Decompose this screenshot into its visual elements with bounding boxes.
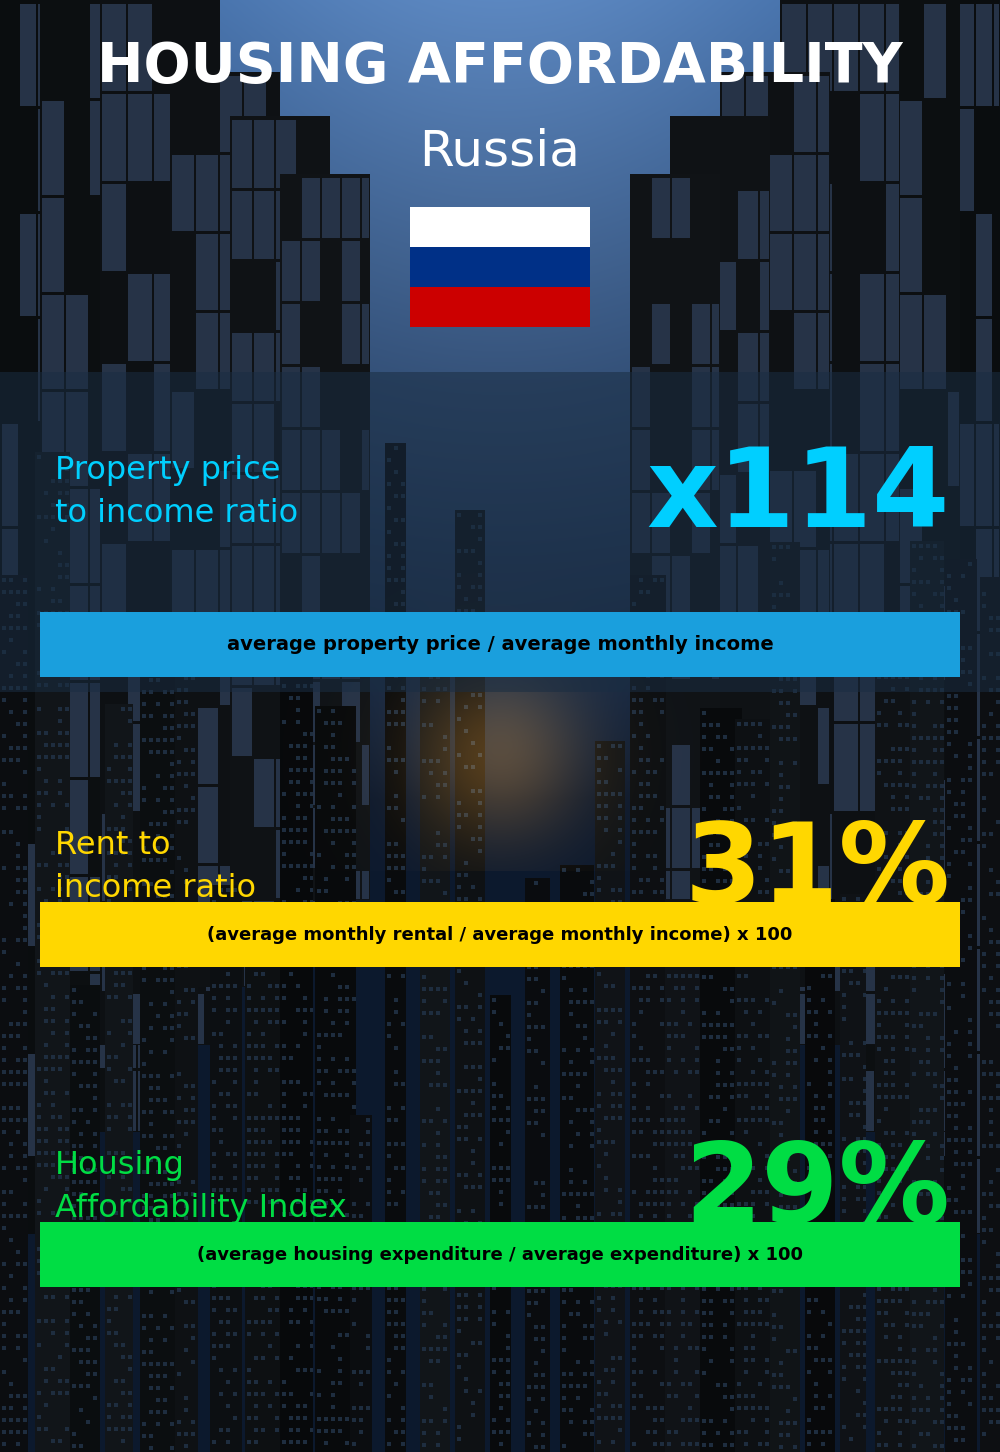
Text: 29%: 29%: [684, 1138, 950, 1246]
Text: HOUSING AFFORDABILITY: HOUSING AFFORDABILITY: [97, 41, 903, 94]
Text: Russia: Russia: [420, 128, 580, 176]
Text: x114: x114: [647, 443, 950, 550]
Text: Rent to
income ratio: Rent to income ratio: [55, 831, 256, 905]
Text: (average monthly rental / average monthly income) x 100: (average monthly rental / average monthl…: [207, 926, 793, 944]
Text: Housing
Affordability Index: Housing Affordability Index: [55, 1150, 347, 1224]
Bar: [40, 611, 960, 677]
Bar: [410, 247, 590, 287]
Text: average property price / average monthly income: average property price / average monthly…: [227, 636, 773, 655]
Bar: [40, 1223, 960, 1286]
Bar: [410, 287, 590, 327]
Text: Property price
to income ratio: Property price to income ratio: [55, 454, 298, 529]
Bar: [410, 208, 590, 247]
Bar: [40, 902, 960, 967]
Bar: [0, 372, 1000, 693]
Text: (average housing expenditure / average expenditure) x 100: (average housing expenditure / average e…: [197, 1246, 803, 1265]
Text: 31%: 31%: [684, 819, 950, 925]
